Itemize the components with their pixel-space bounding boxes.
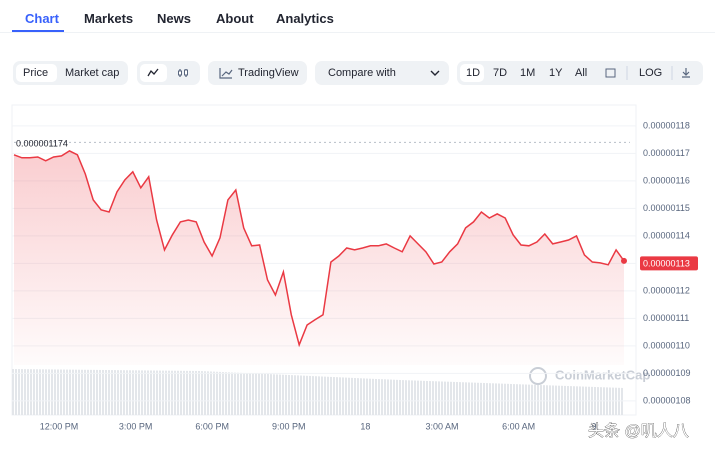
- x-tick-label: 3:00 PM: [119, 421, 153, 431]
- tab[interactable]: Analytics: [276, 11, 334, 26]
- overlay-text: 头条 @叽人八: [588, 422, 689, 440]
- icons[interactable]: [137, 61, 200, 85]
- label: Compare with: [328, 67, 396, 79]
- tab[interactable]: About: [216, 11, 254, 26]
- label: TradingView: [238, 67, 299, 79]
- tab[interactable]: Markets: [84, 11, 134, 26]
- x-tick-label: 9:: [591, 421, 599, 431]
- high-label: 0.000001174: [16, 138, 68, 148]
- tab[interactable]: Chart: [25, 11, 59, 26]
- y-tick-label: 0.00000110: [643, 340, 690, 350]
- tab-underline: [12, 30, 64, 32]
- button[interactable]: LOG: [639, 67, 663, 79]
- tradingview-button[interactable]: TradingView: [208, 61, 307, 85]
- button[interactable]: 1M: [520, 67, 536, 79]
- button[interactable]: Price: [23, 67, 49, 79]
- y-tick-label: 0.00000109: [643, 368, 691, 378]
- compare-dropdown[interactable]: Compare with: [315, 61, 449, 85]
- icons[interactable]: [457, 61, 703, 85]
- tab-bar: Chart Markets News About Analytics: [0, 0, 715, 33]
- y-tick-label: 0.00000117: [643, 148, 690, 158]
- last-label: 0.00000113: [643, 258, 690, 268]
- y-tick-label: 0.00000111: [643, 313, 689, 323]
- y-tick-label: 0.00000118: [643, 120, 690, 130]
- y-tick-label: 0.00000112: [643, 285, 690, 295]
- button[interactable]: All: [575, 67, 588, 79]
- tab[interactable]: News: [157, 11, 191, 26]
- price-toggle: Price Market cap: [13, 61, 128, 85]
- button[interactable]: 7D: [493, 67, 508, 79]
- y-tick-label: 0.00000113: [643, 258, 690, 268]
- last-badge: [640, 256, 698, 271]
- button[interactable]: 1Y: [549, 67, 563, 79]
- volume-bars: [12, 369, 624, 415]
- chevron: [430, 70, 440, 76]
- watermark-logo: [529, 367, 547, 385]
- range-toggle: 1D 7D 1M 1Y All LOG: [457, 61, 703, 85]
- button[interactable]: Market cap: [65, 67, 120, 79]
- chart-style-toggle: [137, 61, 200, 85]
- x-tick-label: 6:00 PM: [195, 421, 229, 431]
- line: [13, 150, 625, 348]
- last-point: [621, 257, 627, 264]
- x-tick-label: 6:00 AM: [502, 421, 535, 431]
- y-tick-label: 0.00000115: [643, 203, 690, 213]
- area: [14, 150, 624, 365]
- watermark: CoinMarketCap: [555, 367, 650, 382]
- x-tick-label: 18: [360, 421, 370, 431]
- y-tick-label: 0.00000114: [643, 230, 690, 240]
- x-tick-label: 12:00 PM: [40, 421, 79, 431]
- y-tick-label: 0.00000116: [643, 175, 690, 185]
- icon: [219, 68, 233, 79]
- y-tick-label: 0.00000108: [643, 395, 691, 405]
- x-tick-label: 9:00 PM: [272, 421, 306, 431]
- active-segment: [460, 64, 484, 82]
- plot-frame: [11, 104, 637, 416]
- button[interactable]: 1D: [466, 67, 481, 79]
- active-segment: [16, 64, 57, 82]
- x-tick-label: 3:00 AM: [425, 421, 458, 431]
